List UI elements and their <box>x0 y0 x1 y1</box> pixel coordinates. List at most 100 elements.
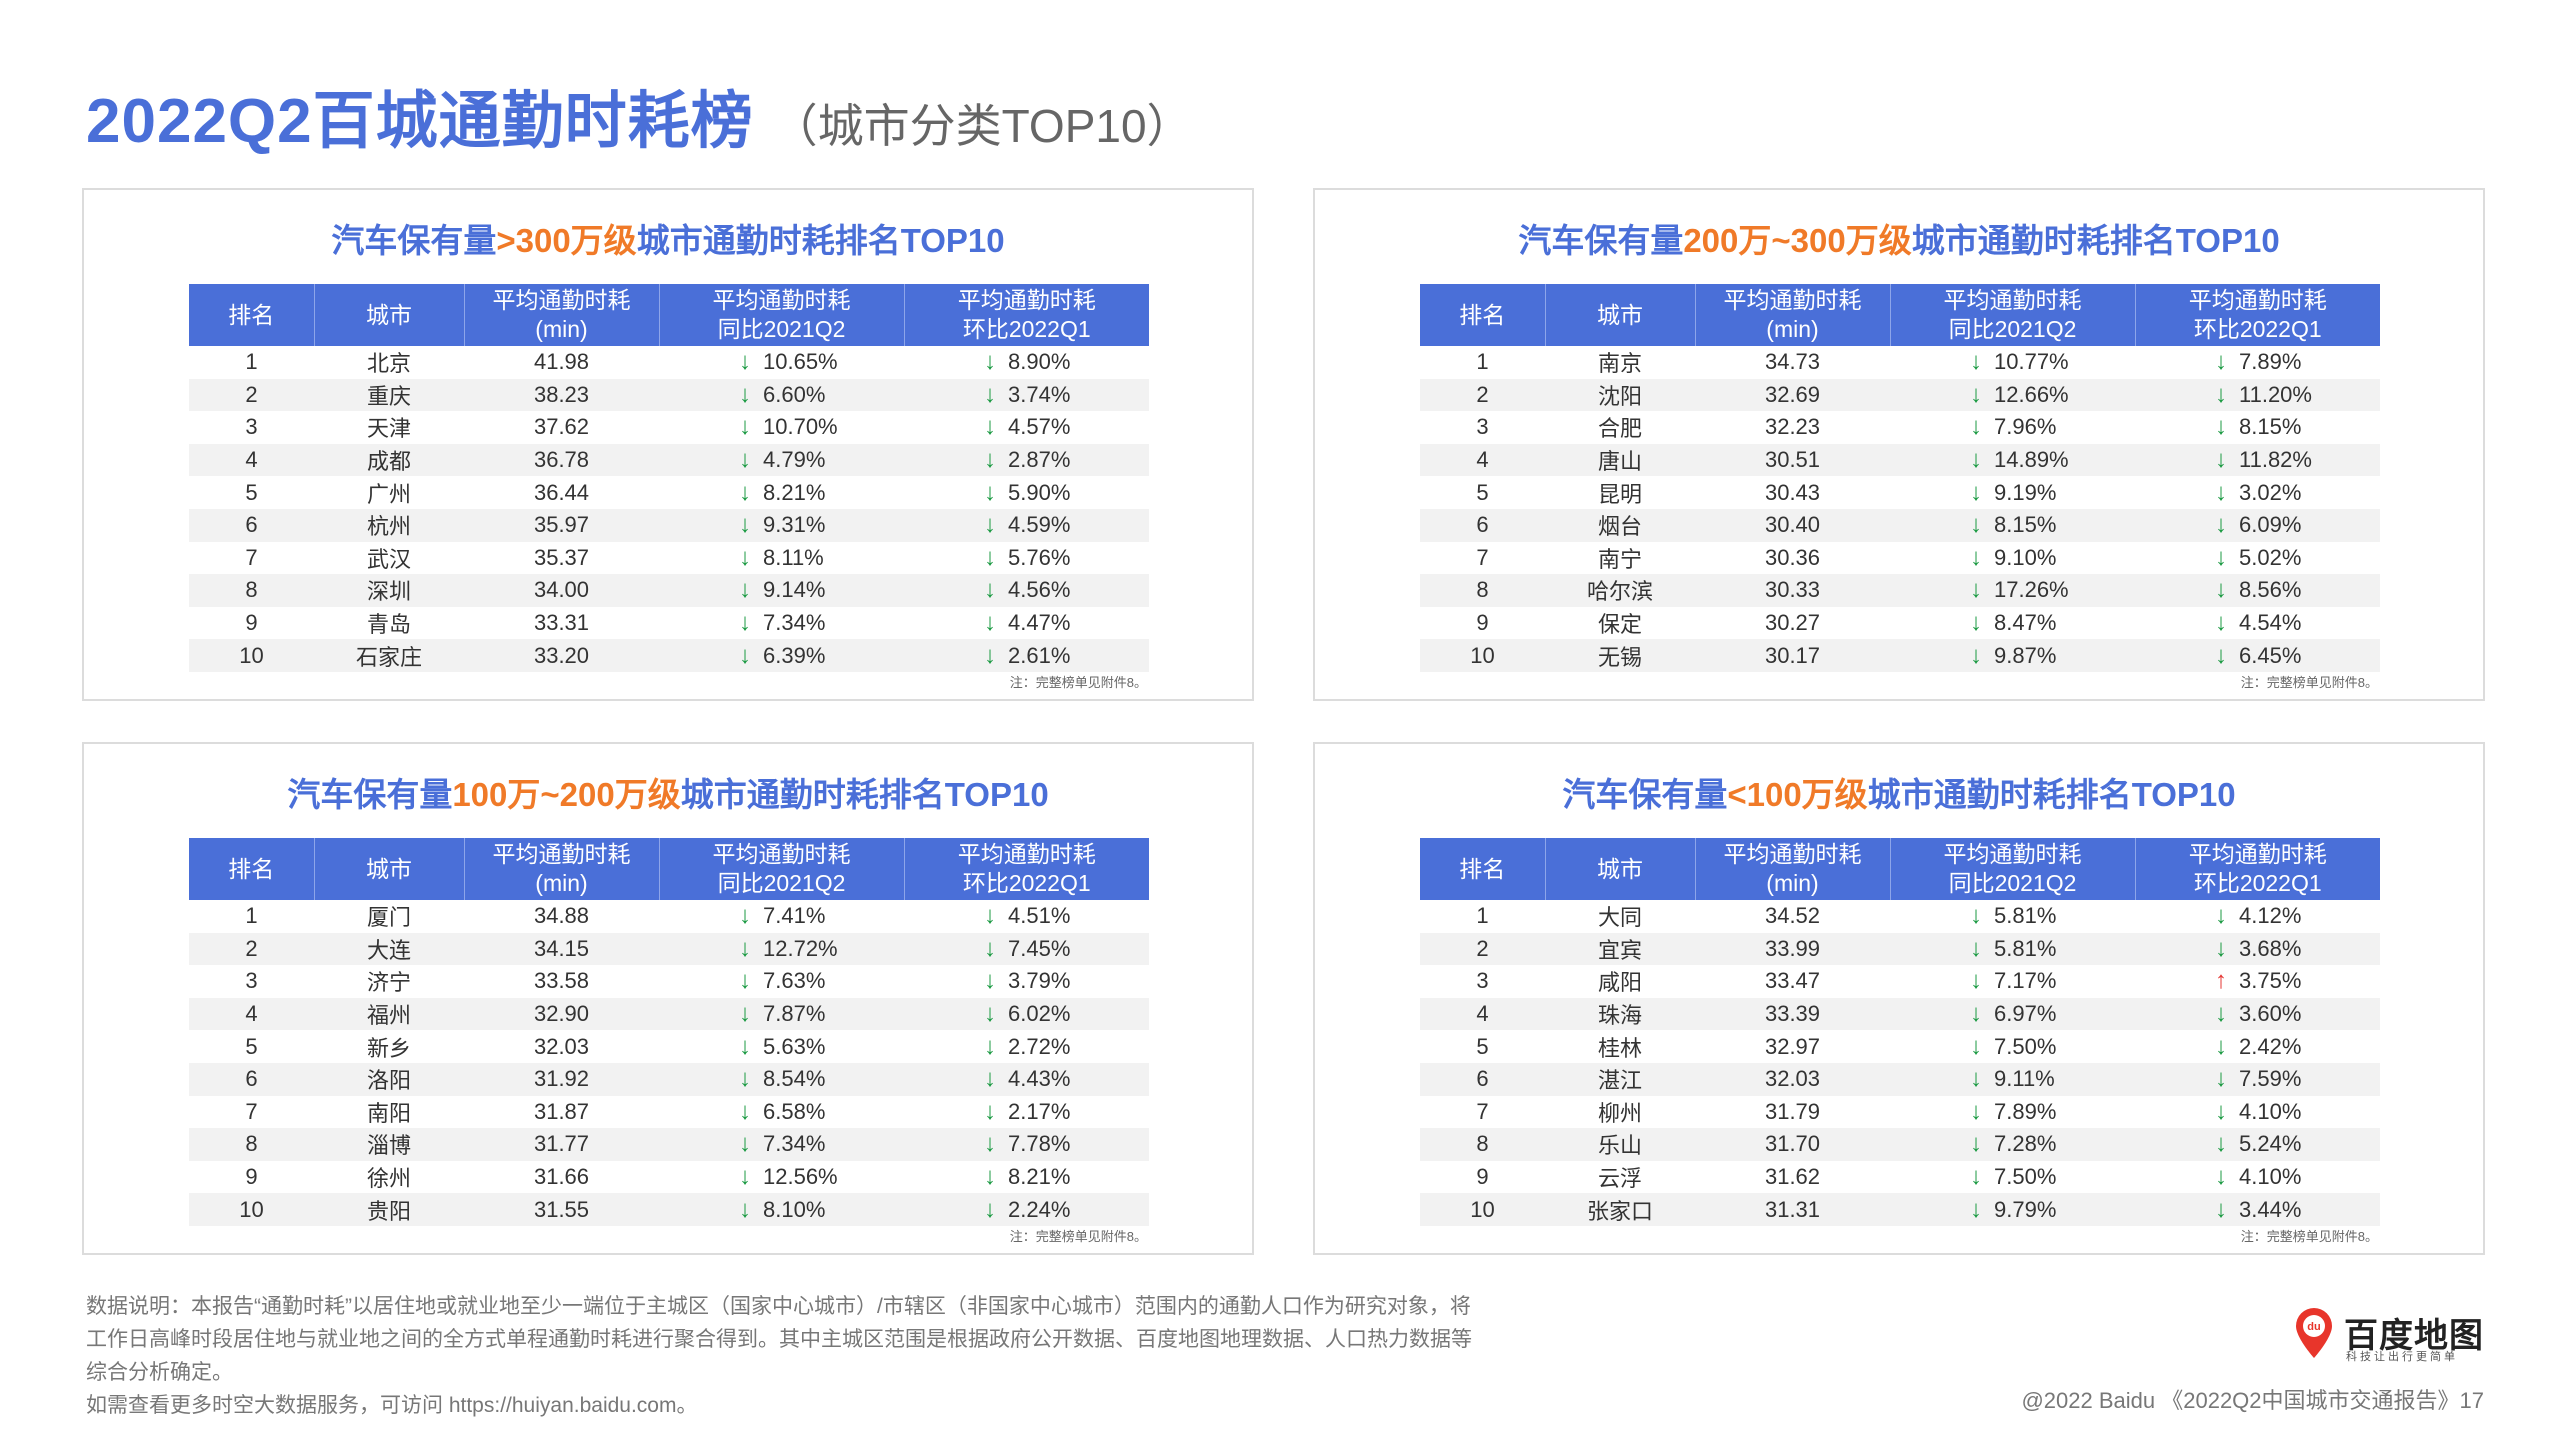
qoq-cell: ↓ 4.47% <box>984 609 1071 637</box>
table-row: 10 张家口 31.31 ↓ 9.79% ↓ 3.44% <box>1420 1193 2380 1226</box>
city-cell: 洛阳 <box>314 1062 464 1096</box>
qoq-cell: ↓ 6.02% <box>904 997 1149 1031</box>
rank-cell: 2 <box>1420 932 1545 966</box>
table-row: 9 云浮 31.62 ↓ 7.50% ↓ 4.10% <box>1420 1161 2380 1194</box>
city-cell: 南京 <box>1597 351 1642 377</box>
rank-cell: 9 <box>245 1164 258 1190</box>
table-row: 3 天津 37.62 ↓ 10.70% ↓ 4.57% <box>189 411 1149 444</box>
table-row: 10 贵阳 31.55 ↓ 8.10% ↓ 2.24% <box>189 1193 1149 1226</box>
table-row: 10 石家庄 33.20 ↓ 6.39% ↓ 2.61% <box>189 639 1149 672</box>
panel-title-post: 城市通勤时耗排名TOP10 <box>680 776 1049 813</box>
arrow-down-icon: ↓ <box>739 1163 751 1191</box>
rank-cell: 3 <box>245 968 258 994</box>
yoy-cell: ↓ 6.58% <box>739 1097 826 1125</box>
qoq-cell: ↓ 2.24% <box>904 1193 1149 1226</box>
header-rank: 排名 <box>1420 284 1546 346</box>
rank-cell: 1 <box>245 349 258 375</box>
header-city: 城市 <box>314 284 465 346</box>
yoy-cell: ↓ 6.97% <box>1890 997 2135 1031</box>
avg-cell: 33.20 <box>464 639 659 672</box>
yoy-cell: ↓ 9.87% <box>1890 639 2135 672</box>
panel-note: 注：完整榜单见附件8。 <box>1009 1229 1147 1244</box>
pin-text: du <box>2307 1321 2320 1333</box>
city-cell: 烟台 <box>1545 508 1695 542</box>
panel-title-highlight: 100万~200万级 <box>452 776 681 813</box>
avg-cell: 30.43 <box>1764 479 1821 505</box>
arrow-down-icon: ↓ <box>1970 511 1982 539</box>
city-cell: 无锡 <box>1545 639 1695 672</box>
rank-cell: 1 <box>245 903 258 929</box>
city-cell: 重庆 <box>314 378 464 412</box>
qoq-cell: ↓ 4.43% <box>904 1062 1149 1096</box>
header-rank: 排名 <box>189 838 315 900</box>
table-row: 7 南宁 30.36 ↓ 9.10% ↓ 5.02% <box>1420 542 2380 575</box>
arrow-down-icon: ↓ <box>739 1065 751 1093</box>
arrow-down-icon: ↓ <box>1970 348 1982 376</box>
city-cell: 柳州 <box>1597 1100 1642 1126</box>
yoy-cell: ↓ 6.60% <box>659 378 904 412</box>
footer-line: 综合分析确定。 <box>86 1361 233 1384</box>
avg-cell: 35.37 <box>533 544 590 570</box>
table-row: 3 合肥 32.23 ↓ 7.96% ↓ 8.15% <box>1420 411 2380 444</box>
rank-cell: 2 <box>1420 378 1545 412</box>
table-row: 2 沈阳 32.69 ↓ 12.66% ↓ 11.20% <box>1420 378 2380 412</box>
city-cell: 北京 <box>366 351 411 377</box>
avg-cell: 32.97 <box>1764 1033 1821 1059</box>
avg-cell: 32.69 <box>1695 378 1890 412</box>
panel-title: 汽车保有量200万~300万级城市通勤时耗排名TOP10 <box>1315 214 2483 262</box>
avg-cell: 34.88 <box>533 903 590 929</box>
table-row: 3 咸阳 33.47 ↓ 7.17% ↑ 3.75% <box>1420 965 2380 998</box>
city-cell: 昆明 <box>1597 481 1642 507</box>
arrow-down-icon: ↓ <box>2215 576 2227 604</box>
yoy-cell: ↓ 6.39% <box>659 639 904 672</box>
table-row: 9 青岛 33.31 ↓ 7.34% ↓ 4.47% <box>189 607 1149 640</box>
avg-cell: 32.03 <box>533 1033 590 1059</box>
city-cell: 济宁 <box>366 970 411 996</box>
qoq-cell: ↓ 5.24% <box>2135 1128 2380 1161</box>
qoq-cell: ↓ 2.42% <box>2215 1032 2302 1060</box>
yoy-cell: ↓ 10.77% <box>1970 348 2069 376</box>
copyright: @2022 Baidu 《2022Q2中国城市交通报告》17 <box>2021 1388 2484 1413</box>
rank-cell: 4 <box>189 997 314 1031</box>
city-cell: 石家庄 <box>314 639 464 672</box>
table-row: 10 无锡 30.17 ↓ 9.87% ↓ 6.45% <box>1420 639 2380 672</box>
avg-cell: 33.58 <box>533 968 590 994</box>
arrow-down-icon: ↓ <box>2215 413 2227 441</box>
qoq-cell: ↓ 2.72% <box>984 1032 1071 1060</box>
arrow-down-icon: ↓ <box>984 511 996 539</box>
table-row: 2 大连 34.15 ↓ 12.72% ↓ 7.45% <box>189 932 1149 966</box>
arrow-down-icon: ↓ <box>739 934 751 962</box>
avg-cell: 31.55 <box>464 1193 659 1226</box>
rank-cell: 5 <box>245 1033 258 1059</box>
yoy-cell: ↓ 8.10% <box>659 1193 904 1226</box>
city-cell: 杭州 <box>314 508 464 542</box>
yoy-cell: ↓ 8.15% <box>1890 508 2135 542</box>
arrow-down-icon: ↓ <box>1970 1195 1982 1223</box>
arrow-down-icon: ↓ <box>1970 543 1982 571</box>
rank-cell: 8 <box>1420 1128 1545 1161</box>
header-city: 城市 <box>314 838 465 900</box>
arrow-down-icon: ↓ <box>1970 413 1982 441</box>
yoy-cell: ↓ 7.17% <box>1970 967 2057 995</box>
yoy-cell: ↓ 14.89% <box>1890 443 2135 477</box>
header-qoq: 平均通勤时耗 环比2022Q1 <box>904 284 1149 346</box>
arrow-down-icon: ↓ <box>984 413 996 441</box>
yoy-cell: ↓ 10.70% <box>739 413 838 441</box>
avg-cell: 35.97 <box>464 508 659 542</box>
arrow-down-icon: ↓ <box>739 446 751 474</box>
panel-title: 汽车保有量>300万级城市通勤时耗排名TOP10 <box>84 214 1252 262</box>
rank-cell: 4 <box>1420 997 1545 1031</box>
rank-cell: 4 <box>1420 443 1545 477</box>
rank-cell: 3 <box>245 414 258 440</box>
panel-title-pre: 汽车保有量 <box>287 776 453 813</box>
table-row: 4 福州 32.90 ↓ 7.87% ↓ 6.02% <box>189 997 1149 1031</box>
ranking-table: 排名 城市 平均通勤时耗 (min) 平均通勤时耗 同比2021Q2 平均通勤时耗 环比202… <box>189 838 1149 1226</box>
table-row: 1 南京 34.73 ↓ 10.77% ↓ 7.89% <box>1420 346 2380 379</box>
avg-cell: 33.99 <box>1695 932 1890 966</box>
footer-line: 如需查看更多时空大数据服务，可访问 https://huiyan.baidu.c… <box>86 1394 698 1417</box>
yoy-cell: ↓ 12.66% <box>1890 378 2135 412</box>
rank-cell: 6 <box>189 1062 314 1096</box>
table-row: 3 济宁 33.58 ↓ 7.63% ↓ 3.79% <box>189 965 1149 998</box>
avg-cell: 38.23 <box>464 378 659 412</box>
arrow-down-icon: ↓ <box>984 1000 996 1028</box>
